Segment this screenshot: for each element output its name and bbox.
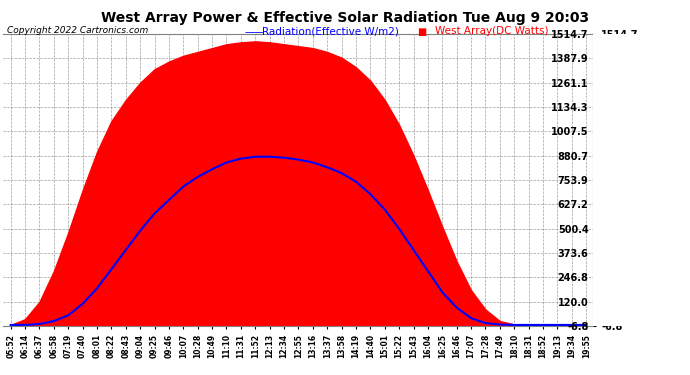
Text: Radiation(Effective W/m2): Radiation(Effective W/m2) bbox=[262, 26, 399, 36]
Text: West Array Power & Effective Solar Radiation Tue Aug 9 20:03: West Array Power & Effective Solar Radia… bbox=[101, 11, 589, 25]
Text: ■: ■ bbox=[417, 27, 426, 38]
Text: ——: —— bbox=[245, 27, 264, 38]
Text: West Array(DC Watts): West Array(DC Watts) bbox=[435, 26, 548, 36]
Text: Copyright 2022 Cartronics.com: Copyright 2022 Cartronics.com bbox=[7, 26, 148, 35]
